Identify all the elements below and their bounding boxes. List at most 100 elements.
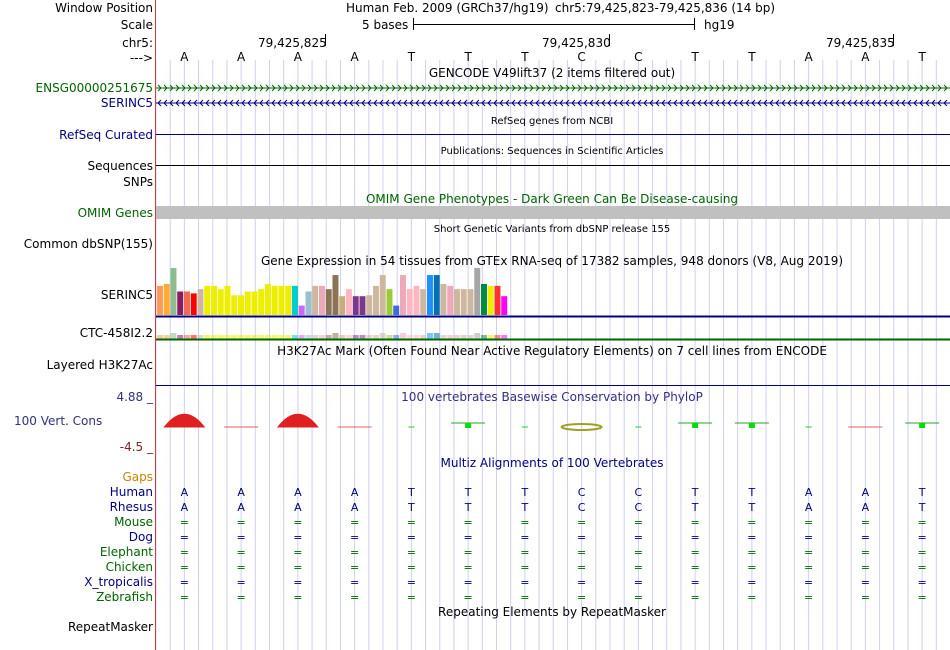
gtex-bar-ctc: [474, 333, 481, 339]
ruler-base: T: [464, 50, 472, 64]
gene-ensg-arrows-chevron: [661, 84, 666, 92]
gene-serinc5-arrows-chevron: [661, 99, 666, 107]
gene-ensg-arrows-chevron: [535, 84, 540, 92]
gene-serinc5-arrows-chevron: [895, 99, 900, 107]
repeatmasker-label[interactable]: RepeatMasker: [67, 620, 153, 634]
gene-ensg-arrows-chevron: [691, 84, 696, 92]
publications-line: [156, 165, 950, 166]
phylop-label[interactable]: 100 Vert. Cons: [14, 414, 103, 428]
sequences-label[interactable]: Sequences: [87, 159, 153, 173]
gtex-bar-ctc: [177, 335, 184, 339]
species-label[interactable]: Chicken: [105, 560, 153, 574]
gene-serinc5-arrows-chevron: [901, 99, 906, 107]
position-label[interactable]: chr5:79,425,823-79,425,836 (14 bp): [555, 1, 776, 15]
gene-ensg-arrows-chevron: [727, 84, 732, 92]
gtex-bar-ctc: [157, 335, 163, 339]
species-base: =: [179, 561, 189, 574]
gene-serinc5-arrows-chevron: [769, 99, 774, 107]
species-base: =: [236, 516, 246, 529]
species-base: =: [520, 561, 530, 574]
gene-ensg-label[interactable]: ENSG00000251675: [35, 81, 153, 95]
gene-ensg-arrows-chevron: [505, 84, 510, 92]
omim-bar[interactable]: [156, 206, 950, 219]
gene-serinc5-arrows-chevron: [481, 99, 486, 107]
gene-serinc5-arrows-chevron: [193, 99, 198, 107]
species-base: =: [350, 576, 360, 589]
gtex-bar: [427, 275, 433, 315]
species-base: =: [577, 546, 587, 559]
gene-serinc5-arrows-chevron: [619, 99, 624, 107]
gtex-bar-ctc: [386, 335, 393, 339]
coord-1: 79,425,825: [258, 36, 327, 50]
gene-ensg-arrows-chevron: [787, 84, 792, 92]
gene-serinc5-label[interactable]: SERINC5: [100, 96, 153, 110]
omim-label[interactable]: OMIM Genes: [77, 206, 153, 220]
refseq-label[interactable]: RefSeq Curated: [59, 128, 153, 142]
gene-ensg-arrows-chevron: [733, 84, 738, 92]
species-base: T: [918, 501, 926, 514]
scale-label: Scale: [120, 18, 153, 32]
gene-serinc5-arrows-chevron: [235, 99, 240, 107]
gene-ensg-arrows-chevron: [625, 84, 630, 92]
gene-serinc5-arrows-chevron: [775, 99, 780, 107]
gene-ensg-arrows-chevron: [481, 84, 486, 92]
gene-ensg-arrows-chevron: [865, 84, 870, 92]
dbsnp-label[interactable]: Common dbSNP(155): [23, 237, 153, 251]
gtex-bar: [454, 289, 460, 315]
species-base: =: [293, 591, 303, 604]
gene-serinc5-arrows-chevron: [349, 99, 354, 107]
gene-serinc5-arrows: [156, 99, 950, 107]
gene-serinc5-arrows-chevron: [181, 99, 186, 107]
species-label[interactable]: Mouse: [114, 515, 153, 529]
gene-ensg-arrows-chevron: [301, 84, 306, 92]
species-base: A: [237, 501, 245, 514]
h3k27ac-line: [156, 385, 950, 386]
ruler-base: A: [180, 50, 189, 64]
species-base: =: [804, 531, 814, 544]
gene-ensg-arrows-chevron: [715, 84, 720, 92]
gene-ensg-arrows-chevron: [811, 84, 816, 92]
scale-value: 5 bases: [362, 18, 409, 32]
gtex-bar: [467, 289, 474, 315]
assembly-label[interactable]: Human Feb. 2009 (GRCh37/hg19): [346, 1, 549, 15]
gene-serinc5-arrows-chevron: [433, 99, 438, 107]
species-label[interactable]: X_tropicalis: [84, 575, 153, 589]
gene-serinc5-arrows-chevron: [457, 99, 462, 107]
gene-ensg-arrows-chevron: [673, 84, 678, 92]
phylop-score-mark: [276, 413, 319, 428]
gene-ensg-arrows-chevron: [451, 84, 456, 92]
species-base: =: [463, 576, 473, 589]
species-base: T: [521, 486, 529, 499]
ruler-base: C: [577, 50, 586, 64]
gtex-bar: [386, 289, 393, 315]
species-base: A: [180, 501, 189, 514]
gene-serinc5-arrows-chevron: [589, 99, 594, 107]
gene-ensg-arrows-chevron: [835, 84, 840, 92]
gene-ensg-arrows-chevron: [205, 84, 210, 92]
gene-serinc5-arrows-chevron: [313, 99, 318, 107]
gtex-gene-serinc5[interactable]: SERINC5: [100, 288, 153, 302]
coord-2: 79,425,830: [542, 36, 611, 50]
gtex-bar-ctc: [285, 335, 292, 339]
h3k27ac-label[interactable]: Layered H3K27Ac: [46, 358, 153, 372]
species-label[interactable]: Rhesus: [109, 500, 153, 514]
species-label[interactable]: Dog: [128, 530, 153, 544]
species-label[interactable]: Human: [109, 485, 153, 499]
species-label[interactable]: Zebrafish: [96, 590, 153, 604]
gene-ensg-arrows-chevron: [163, 84, 168, 92]
gtex-bar: [413, 285, 420, 315]
snps-label[interactable]: SNPs: [123, 175, 153, 189]
gene-ensg-arrows-chevron: [817, 84, 822, 92]
gene-ensg-arrows-chevron: [655, 84, 660, 92]
gtex-bar-ctc: [211, 335, 217, 339]
species-base: =: [406, 516, 416, 529]
gene-ensg-arrows-chevron: [283, 84, 288, 92]
species-label[interactable]: Elephant: [99, 545, 153, 559]
gene-serinc5-arrows-chevron: [547, 99, 552, 107]
gtex-gene-ctc[interactable]: CTC-458I2.2: [79, 326, 153, 340]
gtex-bar-ctc: [460, 335, 467, 339]
gaps-label[interactable]: Gaps: [122, 470, 153, 484]
species-base: =: [236, 576, 246, 589]
gtex-bar-ctc: [393, 335, 400, 339]
